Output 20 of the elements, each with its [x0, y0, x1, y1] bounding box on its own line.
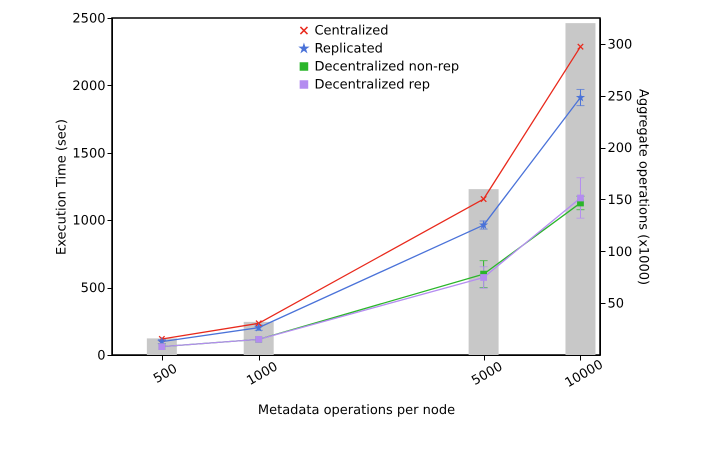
y-tick-label: 0: [97, 348, 106, 364]
legend-label: Decentralized non-rep: [314, 60, 460, 74]
legend-label: Decentralized rep: [314, 78, 430, 92]
y-axis-title: Execution Time (sec): [54, 119, 70, 255]
x-tick-label: 500: [151, 361, 180, 387]
y2-tick-label: 50: [608, 296, 624, 312]
y-tick-label: 1000: [72, 214, 106, 229]
legend-label: Replicated: [314, 42, 383, 56]
y2-tick-label: 100: [608, 244, 632, 260]
y-tick-label: 1500: [72, 146, 106, 162]
y-tick-label: 500: [80, 281, 106, 296]
y2-tick-label: 250: [608, 89, 632, 104]
y2-axis-title: Aggregate operations (x1000): [635, 88, 650, 286]
y-tick-label: 2500: [72, 12, 106, 26]
y2-tick-label: 150: [608, 192, 632, 208]
y-tick-label: 2000: [72, 78, 106, 94]
y2-tick-label: 200: [608, 141, 632, 156]
x-axis-title: Metadata operations per node: [258, 403, 456, 418]
legend-label: Centralized: [314, 24, 388, 38]
y2-tick-label: 300: [608, 37, 632, 52]
